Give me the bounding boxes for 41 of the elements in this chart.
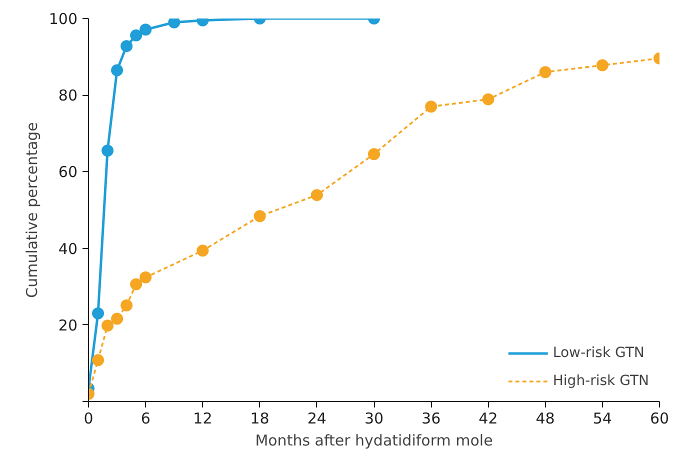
point [140, 24, 152, 36]
x-tick-label: 48 [536, 410, 555, 428]
point [539, 66, 552, 78]
y-tick-label: 20 [58, 316, 78, 334]
point [425, 100, 438, 113]
x-tick-label: 54 [592, 410, 612, 428]
point [92, 307, 104, 320]
point [120, 299, 133, 312]
x-tick-label: 18 [250, 410, 270, 428]
point [310, 189, 323, 202]
y-tick-label: 40 [58, 240, 78, 258]
point [111, 312, 124, 325]
x-tick-label: 30 [364, 410, 384, 428]
y-tick-label: 100 [48, 10, 78, 28]
point [120, 40, 133, 52]
x-tick-label: 42 [478, 410, 498, 428]
point [140, 271, 152, 284]
point [130, 29, 142, 42]
point [111, 64, 124, 76]
x-tick-label: 36 [422, 410, 441, 428]
x-axis-title: Months after hydatidiform mole [255, 432, 493, 450]
x-tick-label: 6 [140, 410, 150, 428]
point [168, 18, 180, 28]
y-tick-label: 60 [58, 163, 78, 182]
x-tick-label: 24 [307, 410, 326, 428]
point [368, 148, 380, 160]
point [254, 210, 266, 222]
point [482, 93, 494, 106]
x-tick-label: 60 [650, 410, 670, 428]
point [196, 244, 209, 257]
point [130, 278, 142, 290]
point [102, 320, 114, 332]
legend-label: High-risk GTN [552, 373, 649, 389]
point [596, 59, 608, 72]
y-tick-label: 80 [58, 86, 78, 105]
x-tick-label: 0 [84, 410, 94, 428]
y-axis-title: Cumulative percentage [22, 122, 41, 298]
point [102, 144, 114, 157]
x-tick-label: 12 [193, 410, 212, 428]
legend-label: Low-risk GTN [552, 345, 644, 361]
point [92, 354, 104, 366]
